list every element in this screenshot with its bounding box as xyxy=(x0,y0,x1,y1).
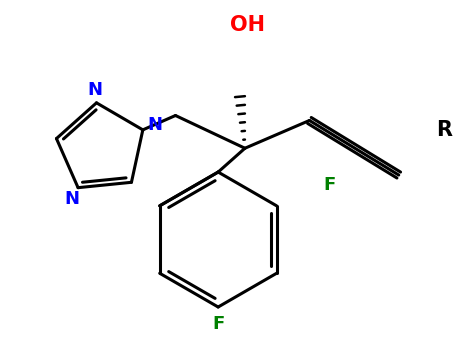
Text: R: R xyxy=(437,120,453,140)
Text: N: N xyxy=(88,81,103,99)
Text: F: F xyxy=(212,315,224,333)
Text: F: F xyxy=(323,176,336,194)
Text: OH: OH xyxy=(230,15,265,35)
Text: N: N xyxy=(147,116,162,134)
Text: N: N xyxy=(64,190,79,208)
